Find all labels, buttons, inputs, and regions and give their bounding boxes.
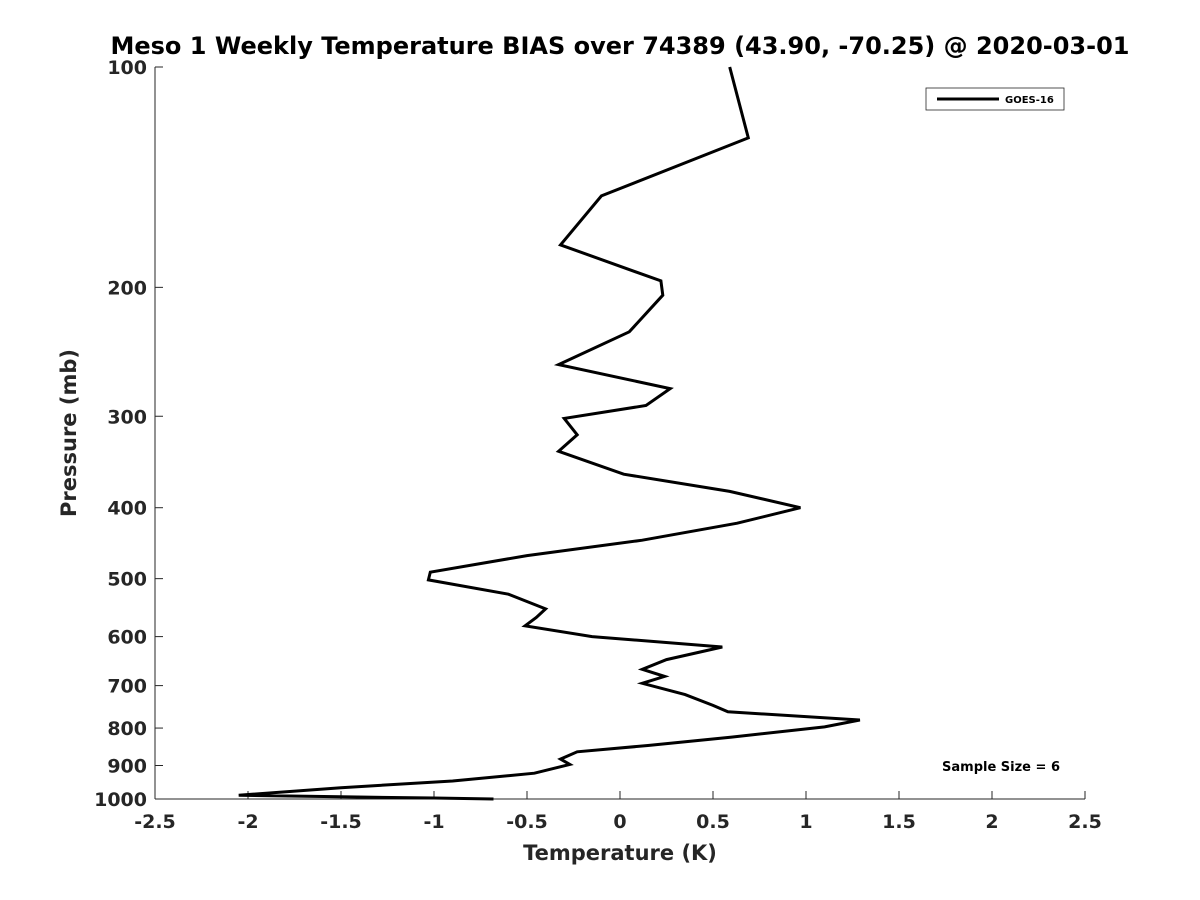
x-tick-label: 1.5: [882, 811, 916, 833]
legend-label-goes-16: GOES-16: [1005, 95, 1054, 106]
y-tick-label: 1000: [94, 789, 147, 811]
x-tick-label: 2.5: [1068, 811, 1102, 833]
x-tick-label: -1.5: [320, 811, 362, 833]
x-tick-label: -2.5: [134, 811, 176, 833]
y-tick-label: 100: [107, 57, 147, 79]
y-axis-ticks: 100 200 300 400 500 600 700 800 900 1000: [94, 57, 163, 811]
x-axis-ticks: -2.5 -2 -1.5 -1 -0.5 0 0.5 1 1.5 2 2.5: [134, 791, 1102, 833]
y-tick-label: 500: [107, 569, 147, 591]
y-tick-label: 200: [107, 277, 147, 299]
sample-size-annotation: Sample Size = 6: [942, 760, 1060, 775]
x-tick-label: 2: [985, 811, 998, 833]
y-tick-label: 700: [107, 676, 147, 698]
y-tick-label: 800: [107, 718, 147, 740]
y-tick-label: 400: [107, 498, 147, 520]
legend: GOES-16: [925, 87, 1065, 111]
y-tick-label: 300: [107, 406, 147, 428]
series-line-goes-16: [238, 66, 861, 801]
plot-area: [155, 67, 1085, 799]
x-tick-label: -1: [423, 811, 444, 833]
x-tick-label: 0.5: [696, 811, 730, 833]
x-tick-label: 0: [613, 811, 626, 833]
x-tick-label: 1: [799, 811, 812, 833]
y-tick-label: 600: [107, 627, 147, 649]
series-layer: [238, 66, 861, 801]
chart-title: Meso 1 Weekly Temperature BIAS over 7438…: [110, 32, 1129, 60]
x-tick-label: -2: [237, 811, 258, 833]
x-axis-label: Temperature (K): [523, 841, 717, 865]
x-tick-label: -0.5: [506, 811, 548, 833]
y-axis-label: Pressure (mb): [57, 349, 81, 517]
y-tick-label: 900: [107, 756, 147, 778]
